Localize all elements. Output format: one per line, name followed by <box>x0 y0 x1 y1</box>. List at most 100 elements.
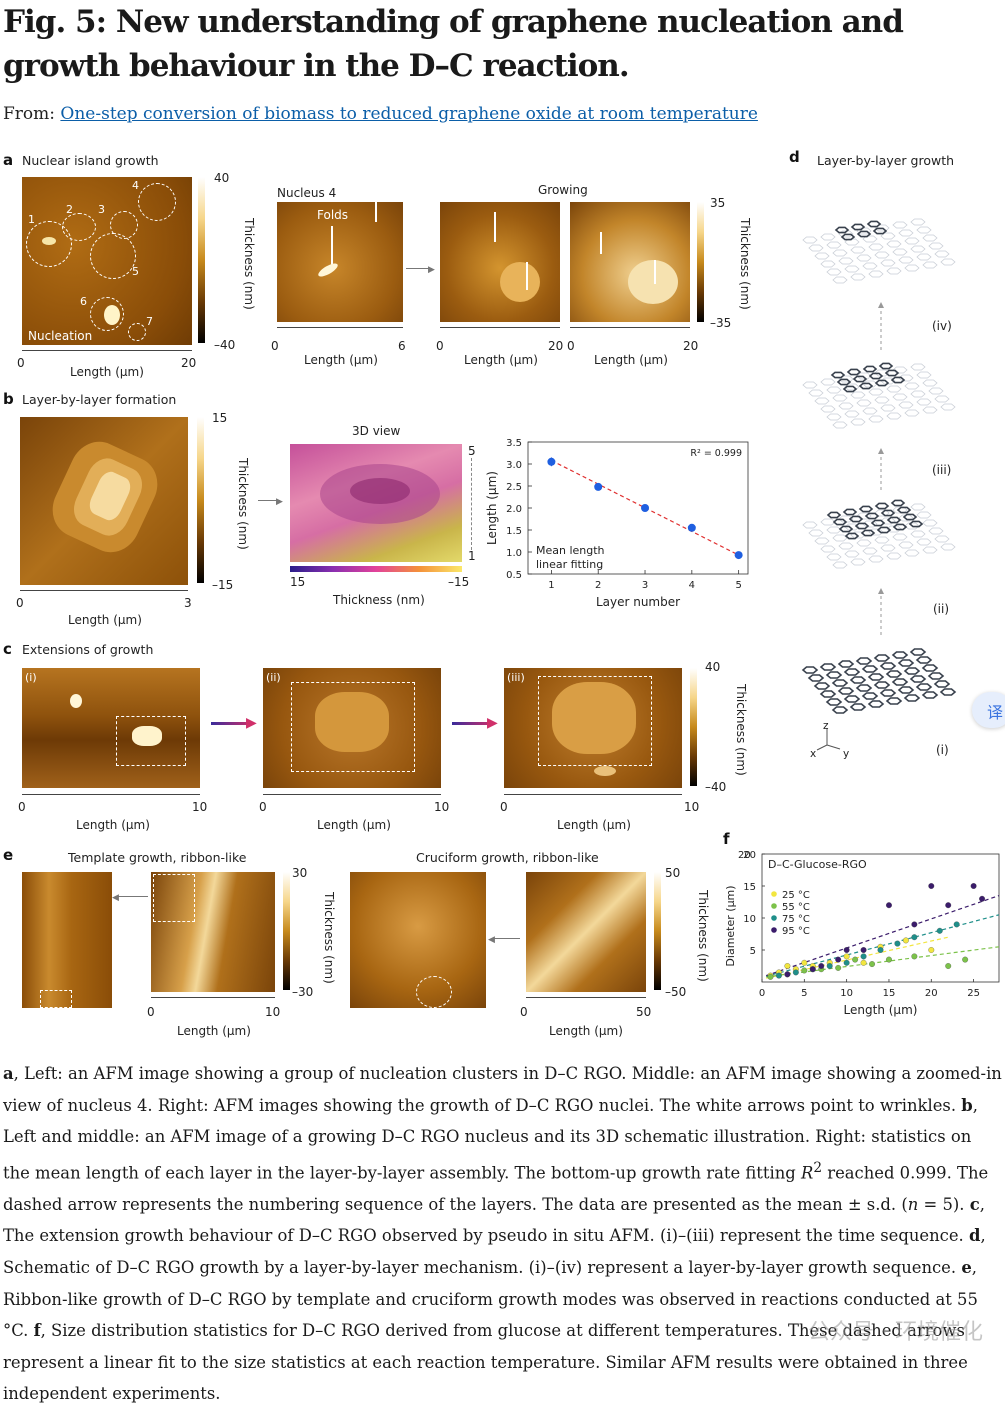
x-tick-label: 25 <box>967 988 980 999</box>
arrow-right <box>452 722 494 725</box>
graphene-layer <box>801 648 957 714</box>
y-tick-label: 10 <box>743 914 756 925</box>
x-tick-label: 2 <box>595 580 601 591</box>
axis-label: Length (μm) <box>177 1024 251 1038</box>
scatter-point <box>911 934 918 941</box>
caption-panel-letter: d <box>968 1226 981 1246</box>
legend-entry: linear fitting <box>536 558 603 571</box>
axis-max: 20 <box>548 339 564 353</box>
graphene-layer <box>802 499 956 569</box>
colorbar-label: Thickness (nm) <box>242 218 256 310</box>
data-point <box>594 482 603 491</box>
scatter-point <box>818 963 825 969</box>
caption-text: , Schematic of D–C RGO growth by a layer… <box>3 1226 986 1278</box>
x-tick-label: 20 <box>925 988 938 999</box>
source-article-link[interactable]: One-step conversion of biomass to reduce… <box>60 104 758 124</box>
legend-entry: 55 °C <box>782 902 810 913</box>
panel-c-title: Extensions of growth <box>22 642 154 657</box>
arrow-head-icon <box>878 588 884 594</box>
caption-panel-letter: e <box>961 1258 972 1278</box>
axis-max: 6 <box>398 339 406 353</box>
y-tick-label: 2.0 <box>506 504 522 515</box>
colorbar-label: Thickness (nm) <box>322 892 336 984</box>
stage-label: (i) <box>936 743 949 757</box>
axis-min: 0 <box>259 800 267 814</box>
arrow-right <box>258 500 280 501</box>
scatter-point <box>801 967 808 974</box>
scatter-point <box>852 956 859 963</box>
x-tick-label: 5 <box>801 988 807 999</box>
growing-title: Growing <box>538 183 588 197</box>
caption-superscript: 2 <box>813 1159 823 1176</box>
translate-icon: 译 <box>987 703 1004 722</box>
axis-label: Length (μm) <box>76 818 150 832</box>
scatter-point <box>945 902 952 909</box>
caption-italic: R <box>800 1163 814 1183</box>
axis-x-line <box>816 744 828 751</box>
nucleus-number: 2 <box>66 203 73 216</box>
caption-text: = 5). <box>918 1194 970 1214</box>
axis-max: 50 <box>636 1005 652 1019</box>
scatter-point <box>860 953 867 960</box>
caption-panel-letter: b <box>961 1095 973 1115</box>
3d-colorbar-left: 15 <box>290 575 306 589</box>
chart-title: D–C-Glucose-RGO <box>768 858 867 871</box>
arrow-head-icon <box>878 448 884 454</box>
legend-marker <box>771 903 777 909</box>
x-tick-label: 1 <box>548 580 554 591</box>
colorbar <box>197 417 204 583</box>
axis-min: 0 <box>500 800 508 814</box>
axis-y-line <box>826 744 841 750</box>
scatter-point <box>826 963 833 969</box>
colorbar-max: 40 <box>214 171 230 185</box>
nucleation-label: Nucleation <box>28 329 93 343</box>
y-tick-label: 1.0 <box>506 548 522 559</box>
scatter-point <box>911 921 918 928</box>
panel-a-title: Nuclear island growth <box>22 153 159 168</box>
colorbar-max: 15 <box>212 411 228 425</box>
scatter-point <box>860 947 867 953</box>
panel-d-label: d <box>789 148 800 166</box>
arrow-head-icon <box>878 302 884 308</box>
caption-text: , Ribbon-like growth of D–C RGO by templ… <box>3 1258 978 1341</box>
scatter-point <box>928 883 935 889</box>
colorbar-max: 40 <box>705 660 721 674</box>
colorbar-min: –30 <box>292 985 314 999</box>
afm-image-extension-2: (ii) <box>263 668 441 788</box>
axis-z-label: z <box>823 720 829 732</box>
nucleus-number: 7 <box>146 315 153 328</box>
axis-min: 0 <box>567 339 575 353</box>
nucleus4-title: Nucleus 4 <box>277 186 337 200</box>
colorbar-min: –50 <box>665 985 687 999</box>
layer-length-chart: 0.5 1.0 1.5 2.0 2.5 3.0 3.5 1 2 3 4 5 Layer number Le… <box>485 438 749 609</box>
y-tick-label: 3.5 <box>506 438 522 449</box>
panel-d-title: Layer-by-layer growth <box>817 153 955 168</box>
axis-label: Length (μm) <box>549 1024 623 1038</box>
x-axis-label: Layer number <box>596 595 680 609</box>
legend-marker <box>771 927 777 933</box>
scatter-point <box>911 953 918 960</box>
axis-max: 3 <box>184 596 192 610</box>
scatter-point <box>936 927 943 934</box>
scatter-point <box>784 971 791 978</box>
x-tick-label: 10 <box>840 988 853 999</box>
frame-label: (ii) <box>266 671 281 684</box>
arrow-head-icon: ▶ <box>246 715 257 731</box>
colorbar-max: 30 <box>292 866 308 880</box>
axis-min: 0 <box>271 339 279 353</box>
scatter-point <box>962 956 969 963</box>
scatter-point <box>843 959 850 966</box>
x-tick-label: 15 <box>883 988 896 999</box>
scatter-point <box>843 947 850 953</box>
colorbar <box>654 872 661 990</box>
translate-button[interactable]: 译 <box>972 692 1005 728</box>
axis-label: Length (μm) <box>557 818 631 832</box>
scatter-point <box>835 964 842 971</box>
scatter-point <box>902 937 909 944</box>
colorbar-min: –40 <box>214 338 236 352</box>
arrow-left <box>118 896 148 897</box>
arrow-head-icon: ▶ <box>487 715 498 731</box>
axis-label: Length (μm) <box>464 353 538 367</box>
scatter-point <box>784 963 791 969</box>
scatter-point <box>767 973 774 980</box>
